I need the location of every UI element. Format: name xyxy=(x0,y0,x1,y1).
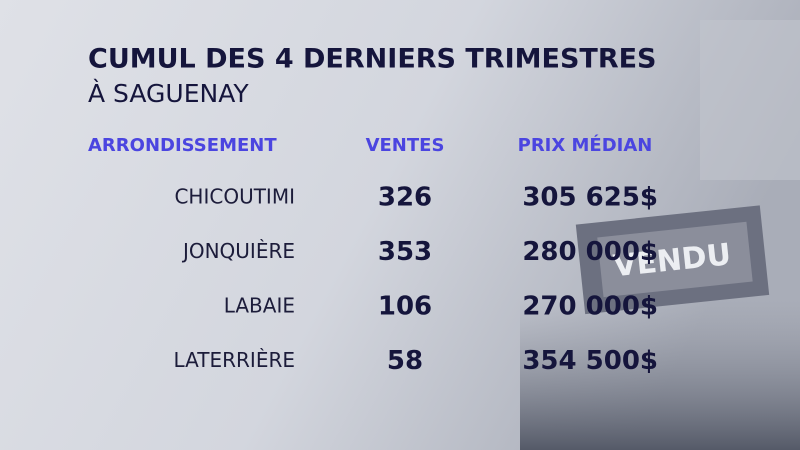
district: CHICOUTIMI xyxy=(174,185,295,209)
district: JONQUIÈRE xyxy=(181,239,295,263)
district: LABAIE xyxy=(224,294,295,318)
sign-board xyxy=(575,205,770,315)
column-header: VENTES xyxy=(366,135,445,156)
sign-panel xyxy=(597,221,753,298)
house xyxy=(700,20,800,180)
district: LATERRIÈRE xyxy=(174,348,295,372)
median-price: 354 500$ xyxy=(522,346,658,376)
median-price: 305 625$ xyxy=(522,183,658,213)
column-header: PRIX MÉDIAN xyxy=(518,134,653,156)
sales: 353 xyxy=(378,237,432,267)
sales: 326 xyxy=(378,183,432,213)
table-body: CHICOUTIMI 326 305 625$ JONQUIÈRE 353 280 000… xyxy=(174,183,658,377)
sales: 106 xyxy=(378,292,432,322)
sales: 58 xyxy=(387,346,423,376)
title: CUMUL DES 4 DERNIERS TRIMESTRES xyxy=(88,44,657,75)
grass xyxy=(520,300,800,450)
median-price: 280 000$ xyxy=(522,237,658,267)
median-price: 270 000$ xyxy=(522,292,658,322)
subtitle: À SAGUENAY xyxy=(88,79,249,108)
column-header: ARRONDISSEMENT xyxy=(88,135,277,156)
sign: VENDU xyxy=(575,205,770,315)
